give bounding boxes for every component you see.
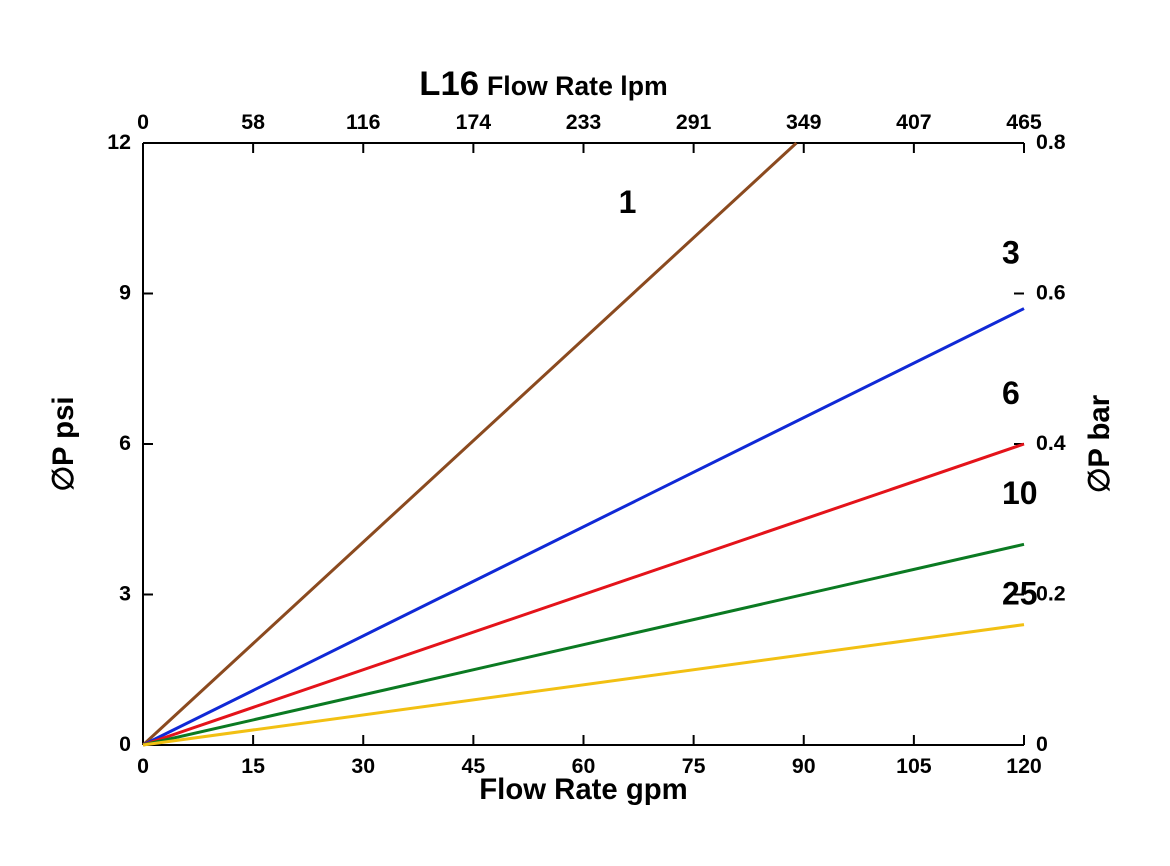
x-top-tick-label: 58 (241, 110, 265, 134)
y-left-tick-label: 9 (119, 281, 131, 305)
y-right-tick-label: 0.4 (1036, 431, 1066, 455)
series-label-10: 10 (1002, 475, 1038, 511)
x-top-tick-label: 291 (676, 110, 712, 134)
y-right-tick-label: 0 (1036, 732, 1048, 756)
series-label-1: 1 (619, 184, 637, 220)
series-label-6: 6 (1002, 375, 1020, 411)
x-top-tick-label: 349 (786, 110, 822, 134)
chart-title: L16Flow Rate lpm (419, 65, 667, 103)
x-bottom-tick-label: 120 (1006, 754, 1042, 778)
x-bottom-tick-label: 15 (241, 754, 265, 778)
y-right-tick-label: 0.2 (1036, 582, 1066, 606)
y-left-tick-label: 0 (119, 732, 131, 756)
series-label-25: 25 (1002, 576, 1038, 612)
x-bottom-tick-label: 105 (896, 754, 932, 778)
y-right-label: ∅P bar (1083, 395, 1116, 493)
y-left-tick-label: 3 (119, 582, 131, 606)
x-bottom-tick-label: 90 (792, 754, 816, 778)
series-label-3: 3 (1002, 234, 1020, 270)
x-top-tick-label: 407 (896, 110, 932, 134)
x-top-tick-label: 174 (456, 110, 492, 134)
x-bottom-tick-label: 0 (137, 754, 149, 778)
pressure-flow-chart: 0153045607590105120058116174233291349407… (0, 0, 1170, 866)
x-top-tick-label: 116 (346, 110, 381, 134)
y-left-label: ∅P psi (47, 396, 80, 491)
x-top-tick-label: 233 (566, 110, 602, 134)
x-top-tick-label: 0 (137, 110, 149, 134)
x-bottom-label: Flow Rate gpm (479, 773, 687, 806)
y-right-tick-label: 0.8 (1036, 130, 1066, 154)
y-left-tick-label: 12 (107, 130, 131, 154)
x-bottom-tick-label: 30 (351, 754, 375, 778)
y-right-tick-label: 0.6 (1036, 281, 1066, 305)
y-left-tick-label: 6 (119, 431, 131, 455)
